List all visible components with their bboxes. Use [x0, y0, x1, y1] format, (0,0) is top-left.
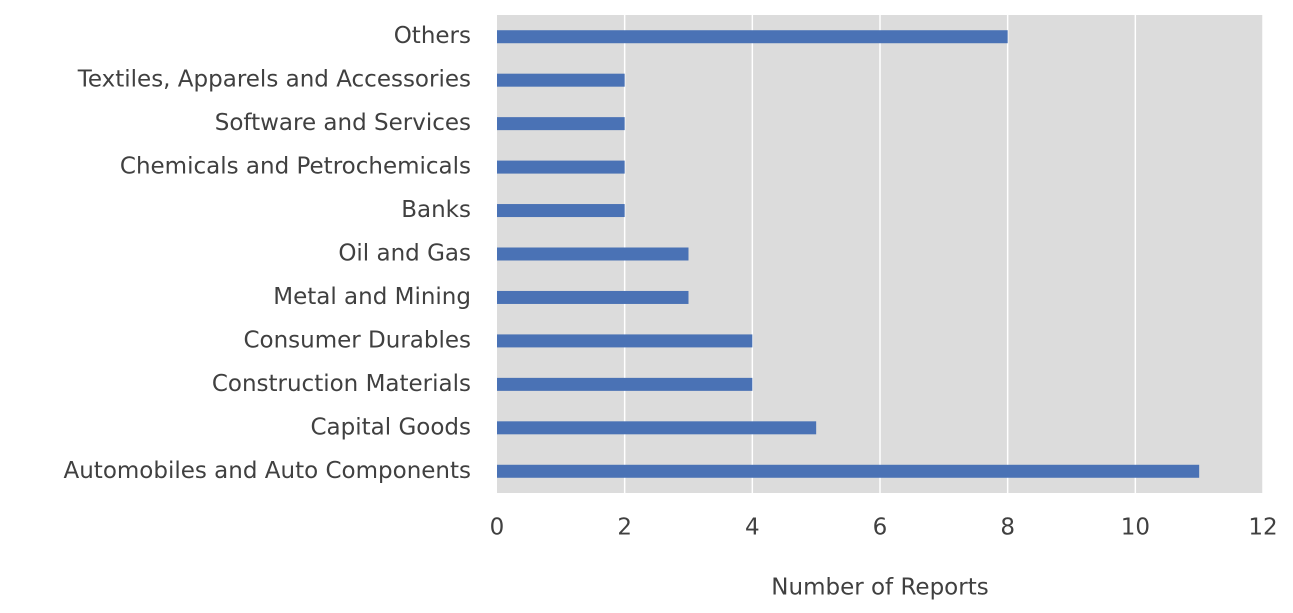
bar — [497, 290, 689, 304]
bar — [497, 117, 625, 131]
y-tick-label: Software and Services — [215, 110, 471, 136]
bar — [497, 160, 625, 174]
bar — [497, 204, 625, 218]
bar — [497, 464, 1200, 478]
x-tick-label: 0 — [490, 515, 505, 541]
x-tick-label: 2 — [617, 515, 632, 541]
bar — [497, 247, 689, 261]
bar — [497, 30, 1008, 44]
x-tick-label: 12 — [1248, 515, 1277, 541]
bar — [497, 421, 817, 435]
y-tick-label: Oil and Gas — [338, 241, 471, 267]
x-tick-label: 10 — [1121, 515, 1150, 541]
bar — [497, 73, 625, 87]
bar — [497, 334, 753, 348]
bar — [497, 377, 753, 391]
y-tick-label: Construction Materials — [212, 371, 471, 397]
x-tick-label: 4 — [745, 515, 760, 541]
y-tick-label: Others — [394, 23, 471, 49]
y-tick-label: Capital Goods — [310, 414, 471, 440]
x-tick-label: 8 — [1000, 515, 1015, 541]
x-tick-label: 6 — [873, 515, 888, 541]
y-tick-label: Metal and Mining — [273, 284, 471, 310]
y-tick-label: Automobiles and Auto Components — [63, 458, 471, 484]
y-tick-label: Banks — [401, 197, 471, 223]
y-tick-label: Consumer Durables — [243, 327, 471, 353]
x-axis-title: Number of Reports — [771, 575, 988, 601]
y-tick-label: Textiles, Apparels and Accessories — [77, 67, 471, 93]
y-tick-label: Chemicals and Petrochemicals — [120, 154, 471, 180]
